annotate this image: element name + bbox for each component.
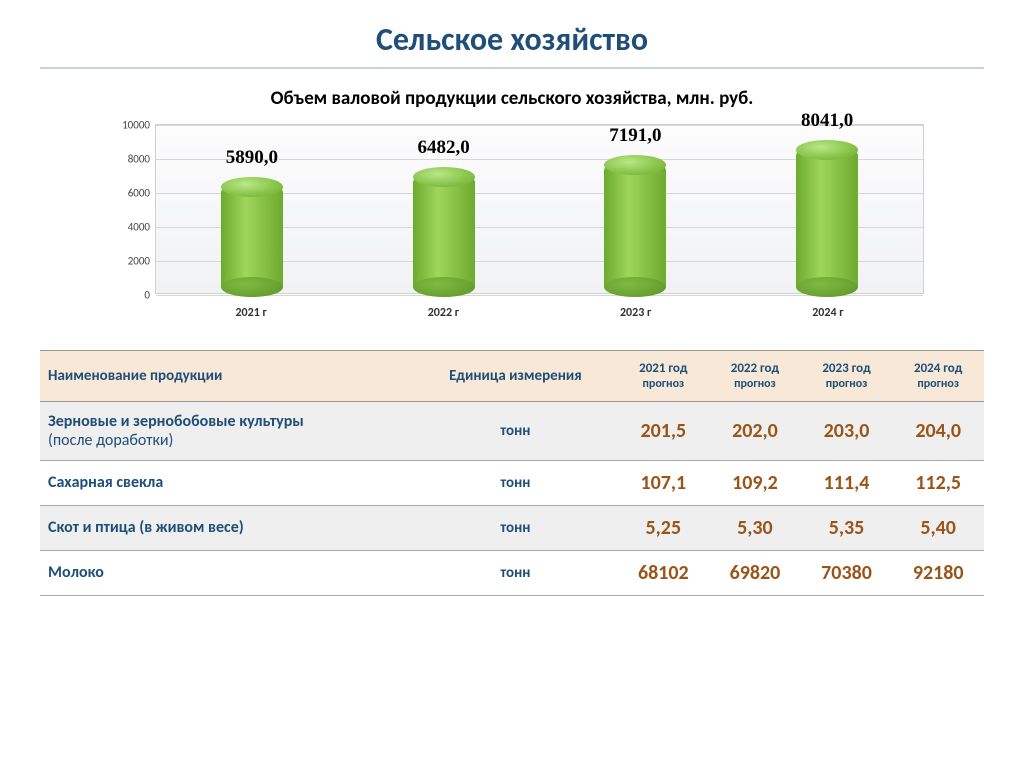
col-year-1-sub: прогноз (717, 377, 793, 391)
cell-unit: тонн (413, 460, 617, 505)
bar-top-ellipse (413, 167, 475, 187)
col-year-1: 2022 год прогноз (709, 351, 801, 402)
cell-value: 201,5 (618, 401, 710, 460)
bar-cylinder (413, 177, 475, 287)
y-tick-label: 0 (144, 289, 156, 302)
cell-name: Зерновые и зернобобовые культуры(после д… (40, 401, 413, 460)
cell-value: 109,2 (709, 460, 801, 505)
bar-body (796, 150, 858, 287)
cell-value: 70380 (801, 550, 893, 595)
x-tick-label: 2024 г (732, 306, 924, 320)
bar-slot: 6482,0 (348, 125, 540, 293)
table-header: Наименование продукции Единица измерения… (40, 351, 984, 402)
chart-plot: 02000400060008000100005890,06482,07191,0… (155, 124, 924, 294)
col-year-0-sub: прогноз (626, 377, 702, 391)
bar-body (413, 177, 475, 287)
table-body: Зерновые и зернобобовые культуры(после д… (40, 401, 984, 595)
col-year-2: 2023 год прогноз (801, 351, 893, 402)
bar-top-ellipse (604, 155, 666, 175)
cell-name: Сахарная свекла (40, 460, 413, 505)
cell-name: Молоко (40, 550, 413, 595)
cell-value: 5,30 (709, 505, 801, 550)
bar-cylinder (221, 187, 283, 287)
cell-value: 111,4 (801, 460, 893, 505)
y-tick-label: 2000 (128, 255, 156, 268)
data-table: Наименование продукции Единица измерения… (40, 350, 984, 596)
cell-name: Скот и птица (в живом весе) (40, 505, 413, 550)
bar-slot: 7191,0 (540, 125, 732, 293)
cell-value: 204,0 (892, 401, 984, 460)
page-title: Сельское хозяйство (40, 20, 984, 59)
bar-cylinder (604, 165, 666, 287)
bar-bottom-ellipse (413, 277, 475, 297)
col-year-0: 2021 год прогноз (618, 351, 710, 402)
bar-slot: 5890,0 (156, 125, 348, 293)
title-divider (40, 67, 984, 69)
bar-bottom-ellipse (221, 277, 283, 297)
x-tick-label: 2021 г (155, 306, 347, 320)
chart-title: Объем валовой продукции сельского хозяйс… (40, 87, 984, 110)
col-year-1-label: 2022 год (731, 361, 779, 376)
cell-unit: тонн (413, 401, 617, 460)
col-name: Наименование продукции (40, 351, 413, 402)
cell-value: 92180 (892, 550, 984, 595)
col-unit: Единица измерения (413, 351, 617, 402)
bar-value-label: 6482,0 (418, 137, 470, 159)
cell-value: 68102 (618, 550, 710, 595)
cell-unit: тонн (413, 505, 617, 550)
bar-top-ellipse (796, 140, 858, 160)
cell-value: 203,0 (801, 401, 893, 460)
table-row: Скот и птица (в живом весе)тонн5,255,305… (40, 505, 984, 550)
y-tick-label: 6000 (128, 187, 156, 200)
bar-cylinder (796, 150, 858, 287)
y-tick-label: 10000 (122, 119, 156, 132)
table-row: Сахарная свеклатонн107,1109,2111,4112,5 (40, 460, 984, 505)
cell-value: 112,5 (892, 460, 984, 505)
col-year-0-label: 2021 год (639, 361, 687, 376)
cell-value: 107,1 (618, 460, 710, 505)
y-tick-label: 4000 (128, 221, 156, 234)
cell-value: 5,25 (618, 505, 710, 550)
table-row: Молокотонн68102698207038092180 (40, 550, 984, 595)
bar-body (221, 187, 283, 287)
bar-top-ellipse (221, 177, 283, 197)
cell-unit: тонн (413, 550, 617, 595)
col-year-3: 2024 год прогноз (892, 351, 984, 402)
col-year-2-sub: прогноз (809, 377, 885, 391)
cell-value: 5,40 (892, 505, 984, 550)
col-year-2-label: 2023 год (822, 361, 870, 376)
cell-value: 5,35 (801, 505, 893, 550)
cell-name-sub: (после доработки) (48, 431, 405, 450)
chart-area: 02000400060008000100005890,06482,07191,0… (100, 124, 924, 320)
y-tick-label: 8000 (128, 153, 156, 166)
bar-slot: 8041,0 (731, 125, 923, 293)
x-tick-label: 2023 г (540, 306, 732, 320)
x-tick-label: 2022 г (347, 306, 539, 320)
bar-body (604, 165, 666, 287)
bar-value-label: 7191,0 (609, 125, 661, 147)
cell-value: 69820 (709, 550, 801, 595)
col-year-3-sub: прогноз (900, 377, 976, 391)
bar-bottom-ellipse (604, 277, 666, 297)
chart-x-axis: 2021 г2022 г2023 г2024 г (155, 306, 924, 320)
bar-value-label: 8041,0 (801, 110, 853, 132)
bar-value-label: 5890,0 (226, 147, 278, 169)
bar-bottom-ellipse (796, 277, 858, 297)
col-year-3-label: 2024 год (914, 361, 962, 376)
table-row: Зерновые и зернобобовые культуры(после д… (40, 401, 984, 460)
cell-value: 202,0 (709, 401, 801, 460)
